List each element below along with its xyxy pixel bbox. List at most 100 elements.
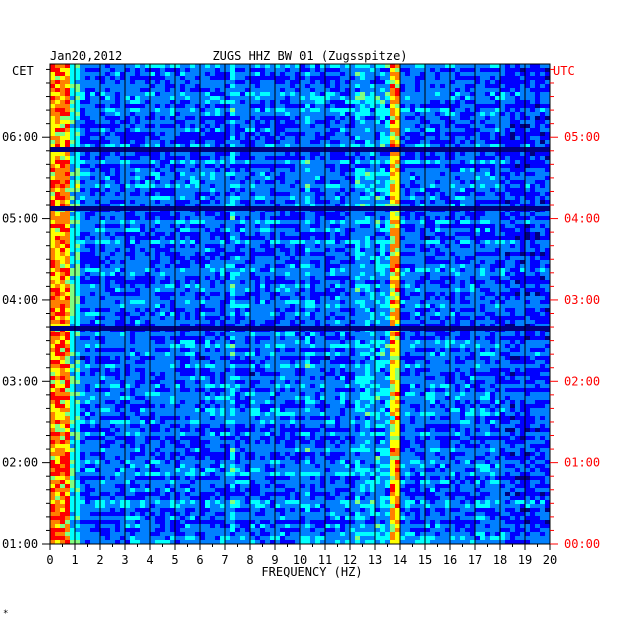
heat-cell bbox=[390, 196, 395, 200]
heat-cell bbox=[300, 76, 305, 80]
heat-cell bbox=[150, 136, 155, 140]
heat-cell bbox=[365, 240, 370, 244]
heat-cell bbox=[310, 84, 315, 88]
heat-cell bbox=[385, 100, 390, 104]
heat-cell bbox=[105, 88, 110, 92]
heat-cell bbox=[380, 84, 385, 88]
heat-cell bbox=[420, 72, 425, 76]
heat-cell bbox=[245, 232, 250, 236]
heat-cell bbox=[515, 152, 520, 156]
heat-cell bbox=[165, 116, 170, 120]
heat-cell bbox=[530, 72, 535, 76]
heat-cell bbox=[450, 152, 455, 156]
heat-cell bbox=[100, 76, 105, 80]
heat-cell bbox=[390, 120, 395, 124]
heat-cell bbox=[275, 176, 280, 180]
heat-cell bbox=[70, 224, 75, 228]
heat-cell bbox=[170, 232, 175, 236]
heat-cell bbox=[235, 196, 240, 200]
heat-cell bbox=[125, 256, 130, 260]
heat-cell bbox=[430, 228, 435, 232]
heat-cell bbox=[75, 248, 80, 252]
heat-cell bbox=[140, 212, 145, 216]
heat-cell bbox=[495, 180, 500, 184]
heat-cell bbox=[95, 168, 100, 172]
heat-cell bbox=[140, 100, 145, 104]
heat-cell bbox=[225, 256, 230, 260]
heat-cell bbox=[505, 176, 510, 180]
heat-cell bbox=[420, 108, 425, 112]
heat-cell bbox=[435, 164, 440, 168]
heat-cell bbox=[390, 220, 395, 224]
heat-cell bbox=[490, 76, 495, 80]
heat-cell bbox=[290, 252, 295, 256]
heat-cell bbox=[535, 136, 540, 140]
heat-cell bbox=[310, 248, 315, 252]
heat-cell bbox=[475, 240, 480, 244]
heat-cell bbox=[445, 116, 450, 120]
heat-cell bbox=[405, 112, 410, 116]
heat-cell bbox=[515, 256, 520, 260]
heat-cell bbox=[405, 240, 410, 244]
heat-cell bbox=[215, 192, 220, 196]
heat-cell bbox=[315, 196, 320, 200]
heat-cell bbox=[280, 172, 285, 176]
heat-cell bbox=[355, 164, 360, 168]
heat-cell bbox=[50, 92, 55, 96]
heat-cell bbox=[460, 228, 465, 232]
heat-cell bbox=[130, 96, 135, 100]
heat-cell bbox=[375, 172, 380, 176]
heat-cell bbox=[505, 92, 510, 96]
heat-cell bbox=[495, 140, 500, 144]
heat-cell bbox=[55, 104, 60, 108]
heat-cell bbox=[155, 168, 160, 172]
heat-cell bbox=[440, 228, 445, 232]
heat-cell bbox=[205, 192, 210, 196]
heat-cell bbox=[365, 168, 370, 172]
heat-cell bbox=[365, 172, 370, 176]
heat-cell bbox=[185, 180, 190, 184]
heat-cell bbox=[295, 132, 300, 136]
heat-cell bbox=[505, 136, 510, 140]
heat-cell bbox=[160, 172, 165, 176]
heat-cell bbox=[80, 72, 85, 76]
heat-cell bbox=[510, 240, 515, 244]
heat-cell bbox=[155, 76, 160, 80]
heat-cell bbox=[415, 224, 420, 228]
heat-cell bbox=[445, 196, 450, 200]
heat-cell bbox=[295, 156, 300, 160]
heat-cell bbox=[165, 220, 170, 224]
heat-cell bbox=[70, 184, 75, 188]
heat-cell bbox=[200, 212, 205, 216]
heat-cell bbox=[290, 124, 295, 128]
heat-cell bbox=[370, 176, 375, 180]
heat-cell bbox=[220, 228, 225, 232]
heat-cell bbox=[190, 112, 195, 116]
heat-cell bbox=[445, 132, 450, 136]
heat-cell bbox=[290, 200, 295, 204]
heat-cell bbox=[135, 192, 140, 196]
heat-cell bbox=[255, 200, 260, 204]
heat-cell bbox=[130, 176, 135, 180]
heat-cell bbox=[300, 68, 305, 72]
heat-cell bbox=[465, 184, 470, 188]
heat-cell bbox=[530, 124, 535, 128]
heat-cell bbox=[390, 200, 395, 204]
heat-cell bbox=[205, 200, 210, 204]
heat-cell bbox=[95, 112, 100, 116]
heat-cell bbox=[275, 140, 280, 144]
heat-cell bbox=[480, 108, 485, 112]
heat-cell bbox=[455, 128, 460, 132]
heat-cell bbox=[385, 124, 390, 128]
heat-cell bbox=[440, 248, 445, 252]
heat-cell bbox=[215, 108, 220, 112]
heat-cell bbox=[100, 260, 105, 264]
heat-cell bbox=[295, 220, 300, 224]
heat-cell bbox=[305, 220, 310, 224]
heat-cell bbox=[135, 168, 140, 172]
heat-cell bbox=[110, 84, 115, 88]
heat-cell bbox=[135, 120, 140, 124]
heat-cell bbox=[400, 80, 405, 84]
heat-cell bbox=[465, 256, 470, 260]
heat-cell bbox=[485, 112, 490, 116]
